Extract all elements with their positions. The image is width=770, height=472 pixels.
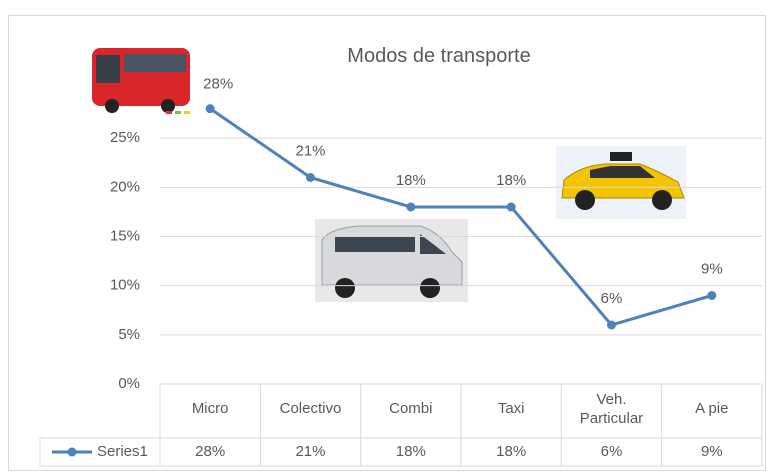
table-value: 9% bbox=[662, 438, 762, 466]
x-category-label-text: Colectivo bbox=[275, 399, 345, 419]
x-category-label: A pie bbox=[662, 384, 762, 434]
chart-title: Modos de transporte bbox=[347, 45, 530, 67]
data-label: 18% bbox=[496, 172, 526, 189]
data-label: 6% bbox=[601, 290, 623, 307]
y-tick-label: 25% bbox=[110, 129, 140, 146]
y-tick-label: 20% bbox=[110, 178, 140, 195]
table-value: 18% bbox=[361, 438, 461, 466]
table-value-text: 18% bbox=[496, 442, 526, 462]
data-point bbox=[206, 104, 215, 113]
data-point bbox=[707, 291, 716, 300]
data-point bbox=[607, 321, 616, 330]
page: Modos de transporte 0% 5% 10% 15% 20% 25% 28% 2… bbox=[0, 0, 770, 472]
x-category-label: Micro bbox=[160, 384, 260, 434]
x-category-label-text: Micro bbox=[175, 399, 245, 419]
table-value-text: 18% bbox=[396, 442, 426, 462]
x-category-label-text: Combi bbox=[376, 399, 446, 419]
x-category-label: Veh. Particular bbox=[561, 384, 661, 434]
data-label: 9% bbox=[701, 260, 723, 277]
picture-bus bbox=[85, 36, 191, 116]
data-label: 18% bbox=[396, 172, 426, 189]
x-category-label-text: Veh. Particular bbox=[576, 390, 646, 429]
table-value-text: 6% bbox=[601, 442, 623, 462]
data-label: 28% bbox=[203, 76, 233, 93]
data-label: 21% bbox=[295, 142, 325, 159]
data-point bbox=[507, 203, 516, 212]
table-value: 18% bbox=[461, 438, 561, 466]
legend-marker bbox=[68, 448, 77, 457]
x-category-label-text: Taxi bbox=[476, 399, 546, 419]
table-value: 6% bbox=[561, 438, 661, 466]
table-value: 21% bbox=[260, 438, 360, 466]
y-tick-label: 10% bbox=[110, 277, 140, 294]
y-tick-label: 15% bbox=[110, 227, 140, 244]
picture-taxi bbox=[556, 146, 686, 219]
x-category-label: Taxi bbox=[461, 384, 561, 434]
data-point bbox=[406, 203, 415, 212]
picture-van bbox=[315, 219, 468, 302]
data-point bbox=[306, 173, 315, 182]
legend-label: Series1 bbox=[97, 443, 148, 460]
x-category-label: Colectivo bbox=[260, 384, 360, 434]
x-category-label: Combi bbox=[361, 384, 461, 434]
y-tick-label: 5% bbox=[118, 326, 140, 343]
y-tick-label: 0% bbox=[118, 375, 140, 392]
table-value-text: 9% bbox=[701, 442, 723, 462]
table-value: 28% bbox=[160, 438, 260, 466]
table-value-text: 28% bbox=[195, 442, 225, 462]
table-value-text: 21% bbox=[295, 442, 325, 462]
x-category-label-text: A pie bbox=[677, 399, 747, 419]
